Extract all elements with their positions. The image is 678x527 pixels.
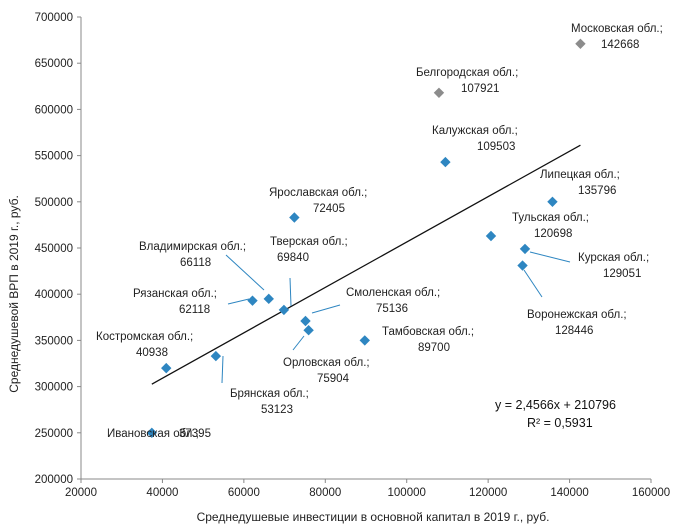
x-tick-label: 120000 [469, 487, 507, 499]
x-tick-label: 100000 [388, 487, 426, 499]
x-tick-label: 60000 [228, 487, 260, 499]
leader-line [221, 355, 224, 384]
point-name-label: Ивановская обл.; [107, 428, 199, 440]
point-name-label: Костромская обл.; [96, 331, 193, 343]
point-name-label: Брянская обл.; [230, 388, 309, 400]
point-value-label: 109503 [477, 141, 515, 153]
point-name-label: Тверская обл.; [270, 236, 348, 248]
y-tick-label: 200000 [35, 474, 73, 486]
y-tick-label: 350000 [35, 335, 73, 347]
data-point [519, 243, 531, 255]
leader-line [311, 304, 341, 314]
data-point [300, 315, 311, 327]
leader-line [289, 277, 292, 307]
y-tick-label: 550000 [35, 151, 73, 163]
point-value-label: 107921 [461, 83, 499, 95]
trendline-r2: R² = 0,5931 [527, 416, 593, 430]
data-point [303, 325, 314, 336]
y-tick-label: 700000 [35, 12, 73, 24]
point-value-label: 142668 [601, 39, 639, 51]
y-tick-label: 400000 [35, 289, 73, 301]
point-value-label: 75136 [376, 303, 408, 315]
point-name-label: Орловская обл.; [283, 357, 370, 369]
data-point [247, 295, 258, 306]
point-name-label: Ярославская обл.; [269, 187, 367, 199]
point-name-label: Белгородская обл.; [416, 67, 518, 79]
point-value-label: 69840 [277, 252, 309, 264]
y-axis-title: Среднедушевой ВРП в 2019 г., руб. [7, 195, 21, 393]
point-value-label: 135796 [578, 185, 616, 197]
x-tick-label: 80000 [309, 487, 341, 499]
point-name-label: Тамбовская обл.; [382, 326, 474, 338]
x-tick-label: 160000 [632, 487, 670, 499]
leader-line [529, 251, 571, 263]
x-ticks: 20000 40000 60000 80000 100000 120000 140000 16… [65, 479, 670, 499]
point-value-label: 75904 [317, 373, 350, 385]
point-name-label: Курская обл.; [578, 252, 649, 264]
data-point [210, 350, 222, 362]
point-value-label: 53123 [261, 404, 293, 416]
y-tick-label: 450000 [35, 243, 73, 255]
y-axis-title-group: Среднедушевой ВРП в 2019 г., руб. [7, 195, 21, 393]
leader-line [523, 269, 543, 298]
x-tick-label: 40000 [146, 487, 178, 499]
point-value-label: 89700 [418, 342, 450, 354]
point-name-label: Рязанская обл.; [133, 288, 217, 300]
point-value-label: 72405 [313, 203, 345, 215]
data-point [263, 293, 274, 305]
point-name-label: Тульская обл.; [512, 212, 589, 224]
data-point [359, 335, 370, 346]
data-points [146, 38, 586, 438]
point-value-label: 62118 [179, 304, 210, 316]
data-point [517, 260, 528, 271]
trendline [151, 144, 581, 385]
data-point [146, 427, 158, 438]
point-name-label: Калужская обл.; [432, 125, 518, 137]
leader-line [292, 335, 305, 351]
point-labels: Ивановская обл.;37395 Костромская обл.; 40… [96, 23, 663, 440]
leader-line [225, 254, 265, 291]
point-value-label: 129051 [603, 268, 641, 280]
point-name-label: Смоленская обл.; [346, 287, 440, 299]
leader-lines [221, 251, 571, 384]
point-value-label: 120698 [534, 228, 572, 240]
data-point [433, 87, 445, 98]
leader-line [227, 298, 250, 305]
data-point [278, 304, 290, 316]
trendline-equation: y = 2,4566x + 210796 [495, 398, 616, 412]
data-point [547, 196, 558, 207]
x-tick-label: 140000 [550, 487, 588, 499]
data-point [485, 230, 497, 242]
data-point [575, 38, 586, 49]
y-tick-label: 300000 [35, 382, 73, 394]
point-name-label: Липецкая обл.; [540, 169, 620, 181]
y-ticks: 200000 250000 300000 350000 400000 450000 5000… [35, 12, 81, 486]
data-point [289, 212, 300, 223]
point-name-label: Воронежская обл.; [527, 309, 627, 321]
data-point [161, 362, 172, 374]
point-name-label: Московская обл.; [571, 23, 663, 35]
y-tick-label: 500000 [35, 197, 73, 209]
x-tick-label: 20000 [65, 487, 97, 499]
point-value-label: 40938 [136, 347, 168, 359]
data-point [440, 156, 451, 168]
y-tick-label: 250000 [35, 428, 73, 440]
x-axis-title: Среднедушевые инвестиции в основной капи… [197, 510, 550, 524]
point-value-label: 66118 [180, 257, 211, 269]
y-tick-label: 650000 [35, 58, 73, 70]
point-name-label: Владимирская обл.; [139, 241, 246, 253]
y-tick-label: 600000 [35, 104, 73, 116]
point-value-label: 128446 [555, 325, 593, 337]
point-value-label: 37395 [179, 428, 211, 440]
